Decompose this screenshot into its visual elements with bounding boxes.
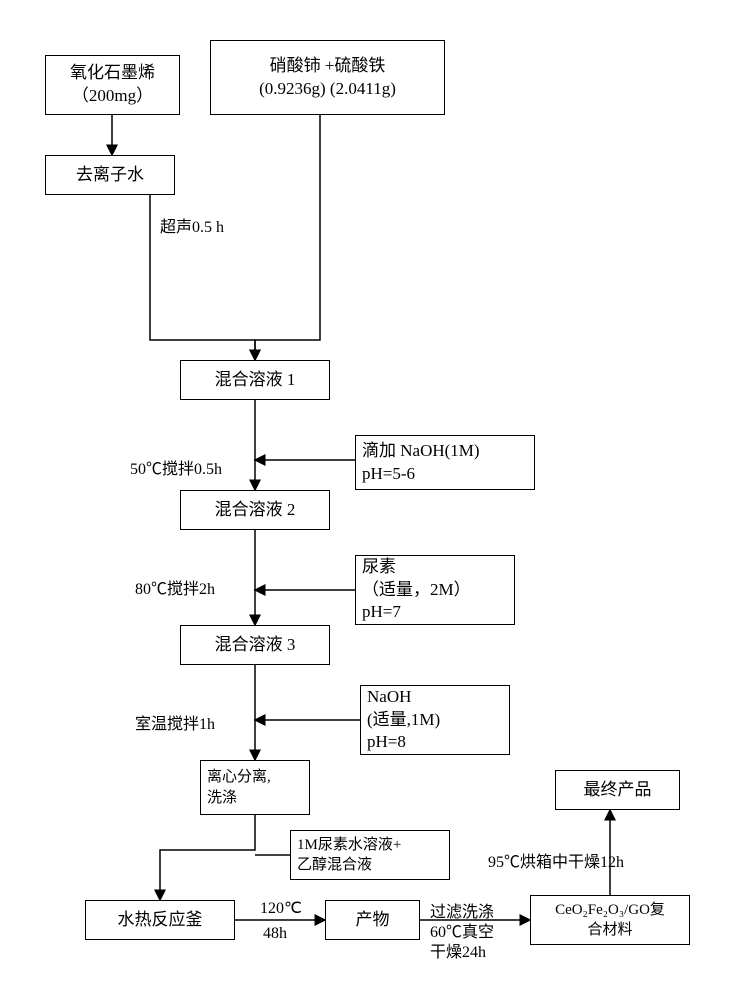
box-autoclave-line: 水热反应釜 [118,909,203,932]
box-centrif: 离心分离,洗涤 [200,760,310,815]
label-dry95: 95℃烘箱中干燥12h [488,848,624,872]
box-composite-line: 合材料 [587,920,632,940]
box-composite: CeO₂Fe₂O₃/GO复合材料 [530,895,690,945]
box-ureaEtoh: 1M尿素水溶液+乙醇混合液 [290,830,450,880]
label-filt3: 干燥24h [430,938,486,962]
box-mix2: 混合溶液 2 [180,490,330,530]
box-centrif-line: 洗涤 [207,788,237,808]
box-ureaEtoh-line: 乙醇混合液 [297,855,372,875]
box-final-line: 最终产品 [584,779,652,802]
box-naoh2: NaOH(适量,1M)pH=8 [360,685,510,755]
box-salts-line: (0.9236g) (2.0411g) [259,78,396,101]
box-urea1: 尿素（适量，2M）pH=7 [355,555,515,625]
arrow-9 [160,815,255,900]
label-stirRT: 室温搅拌1h [135,710,215,734]
box-diwater: 去离子水 [45,155,175,195]
box-naoh2-line: NaOH [367,686,411,709]
box-urea1-line: （适量，2M） [362,579,471,602]
box-go: 氧化石墨烯（200mg） [45,55,180,115]
box-centrif-line: 离心分离, [207,767,271,787]
label-stir50: 50℃搅拌0.5h [130,455,222,479]
box-ureaEtoh-line: 1M尿素水溶液+ [297,835,401,855]
box-mix1: 混合溶液 1 [180,360,330,400]
box-go-line: （200mg） [72,85,153,108]
box-product-line: 产物 [356,909,390,932]
box-naoh1-line: 滴加 NaOH(1M) [362,440,480,463]
box-autoclave: 水热反应釜 [85,900,235,940]
label-sonic: 超声0.5 h [160,213,224,237]
box-final: 最终产品 [555,770,680,810]
box-product: 产物 [325,900,420,940]
box-composite-line: CeO₂Fe₂O₃/GO复 [555,900,665,920]
label-hydro2: 48h [263,925,287,943]
box-naoh1: 滴加 NaOH(1M)pH=5-6 [355,435,535,490]
box-go-line: 氧化石墨烯 [70,62,155,85]
arrow-2 [255,115,320,360]
box-mix3: 混合溶液 3 [180,625,330,665]
box-mix1-line: 混合溶液 1 [215,369,296,392]
box-diwater-line: 去离子水 [76,164,144,187]
box-salts: 硝酸铈 +硫酸铁(0.9236g) (2.0411g) [210,40,445,115]
label-hydro1: 120℃ [260,898,302,918]
box-salts-line: 硝酸铈 +硫酸铁 [270,55,386,78]
box-mix3-line: 混合溶液 3 [215,634,296,657]
box-urea1-line: 尿素 [362,556,396,579]
box-urea1-line: pH=7 [362,601,401,624]
box-naoh2-line: pH=8 [367,731,406,754]
box-mix2-line: 混合溶液 2 [215,499,296,522]
label-stir80: 80℃搅拌2h [135,575,215,599]
box-naoh1-line: pH=5-6 [362,463,415,486]
box-naoh2-line: (适量,1M) [367,709,440,732]
